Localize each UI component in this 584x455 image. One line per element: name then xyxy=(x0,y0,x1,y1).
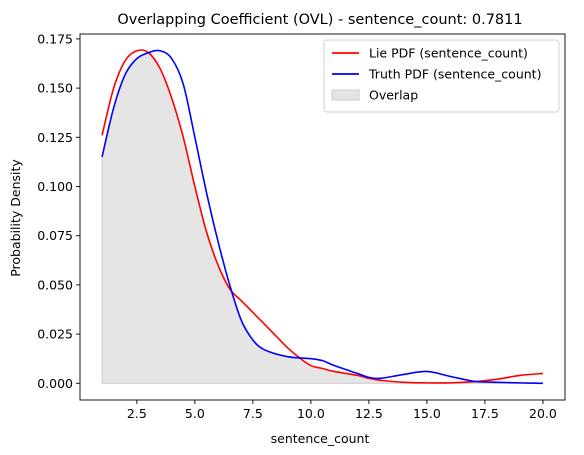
legend-label: Truth PDF (sentence_count) xyxy=(368,67,541,82)
legend-item-lie: Lie PDF (sentence_count) xyxy=(332,46,528,61)
x-tick-label: 15.0 xyxy=(413,406,441,421)
x-axis-label: sentence_count xyxy=(271,431,370,446)
x-tick-label: 12.5 xyxy=(355,406,383,421)
series-line-lie xyxy=(101,49,544,384)
series-line-truth xyxy=(101,49,543,385)
x-tick-label: 7.5 xyxy=(243,406,263,421)
chart-title: Overlapping Coefficient (OVL) - sentence… xyxy=(117,12,522,28)
x-tick-label: 2.5 xyxy=(127,406,147,421)
x-tick-label: 17.5 xyxy=(471,406,499,421)
y-axis-label: Probability Density xyxy=(8,159,23,277)
legend: Lie PDF (sentence_count) Truth PDF (sente… xyxy=(323,39,560,113)
y-tick-label: 0.075 xyxy=(37,228,73,243)
legend-swatch xyxy=(331,89,360,101)
y-tick-label: 0.150 xyxy=(37,81,73,96)
plot-frame xyxy=(79,33,566,401)
y-tick-label: 0.100 xyxy=(37,179,73,194)
y-tick-label: 0.125 xyxy=(37,130,73,145)
x-tick-label: 20.0 xyxy=(529,406,557,421)
legend-item-overlap: Overlap xyxy=(331,88,418,103)
legend-label: Lie PDF (sentence_count) xyxy=(369,46,528,61)
y-tick-label: 0.175 xyxy=(37,31,73,46)
x-tick-label: 5.0 xyxy=(185,406,205,421)
y-axis: 0.000 0.025 0.050 0.075 0.100 0.125 0.150 0.175 xyxy=(37,31,80,391)
x-axis: 2.5 5.0 7.5 10.0 12.5 15.0 17.5 20.0 xyxy=(127,400,557,421)
legend-label: Overlap xyxy=(369,88,418,103)
legend-item-truth: Truth PDF (sentence_count) xyxy=(332,67,541,82)
y-tick-label: 0.050 xyxy=(37,277,73,292)
x-tick-label: 10.0 xyxy=(297,406,325,421)
y-tick-label: 0.025 xyxy=(37,327,73,342)
plot-area xyxy=(79,33,566,401)
y-tick-label: 0.000 xyxy=(37,376,73,391)
legend-box xyxy=(323,39,560,113)
